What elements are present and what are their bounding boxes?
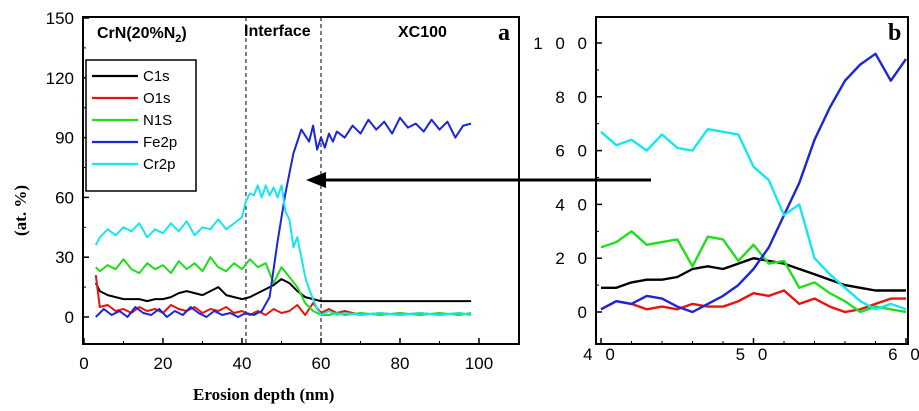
x-axis-title: Erosion depth (nm) <box>193 385 334 404</box>
y-tick-label: 1 0 0 <box>533 34 591 53</box>
x-tick-label: 20 <box>154 354 173 373</box>
panel-b-letter: b <box>888 20 901 46</box>
y-tick-label: 150 <box>46 9 74 28</box>
x-tick-label: 6 0 <box>888 345 919 364</box>
legend-label: C1s <box>143 68 170 85</box>
panel-b: 4 0 5 0 6 0 0 2 0 4 0 6 0 8 0 1 0 0 b <box>533 16 919 364</box>
annotation-arrow <box>306 172 651 188</box>
series-line-fe2p <box>95 116 472 318</box>
y-tick-label: 0 <box>578 303 591 322</box>
series-line-o1s <box>600 289 906 314</box>
y-tick-label: 6 0 <box>555 142 591 161</box>
x-tick-label: 40 <box>233 354 252 373</box>
x-tick-label: 5 0 <box>736 345 772 364</box>
y-tick-label: 60 <box>55 188 74 207</box>
region-label-interface: Interface <box>244 23 311 40</box>
y-tick-label: 30 <box>55 248 74 267</box>
x-tick-label: 0 <box>79 354 88 373</box>
y-tick-label: 120 <box>46 69 74 88</box>
y-tick-label: 4 0 <box>555 195 591 214</box>
legend: C1s O1s N1S Fe2p Cr2p <box>85 59 197 192</box>
x-tick-label: 100 <box>465 354 493 373</box>
legend-label: Cr2p <box>143 156 176 173</box>
series-line-c1s <box>601 257 906 292</box>
panel-a-letter: a <box>498 20 510 46</box>
x-tick-label: 4 0 <box>583 345 619 364</box>
legend-label: O1s <box>143 90 171 107</box>
region-label-substrate: XC100 <box>398 24 447 41</box>
series-line-c1s <box>94 278 472 303</box>
y-tick-label: 90 <box>55 129 74 148</box>
legend-label: N1S <box>143 112 172 129</box>
series-line-n1s <box>600 230 907 314</box>
y-tick-label: 8 0 <box>555 88 591 107</box>
panel-a: 0 20 40 60 80 100 0 30 60 90 120 150 CrN(20%N2) Int… <box>11 9 520 404</box>
series-line-fe2p <box>600 52 907 314</box>
y-axis-title: (at. %) <box>11 185 30 236</box>
legend-label: Fe2p <box>143 134 177 151</box>
region-label-coating: CrN(20%N2) <box>97 25 187 45</box>
x-tick-label: 60 <box>312 354 331 373</box>
y-tick-label: 2 0 <box>555 249 591 268</box>
legend-box <box>85 59 197 192</box>
series-line-n1s <box>95 256 472 316</box>
series-line-cr2p <box>600 127 907 311</box>
y-tick-label: 0 <box>65 308 74 327</box>
series-line-cr2p <box>94 184 472 316</box>
x-tick-label: 80 <box>391 354 410 373</box>
